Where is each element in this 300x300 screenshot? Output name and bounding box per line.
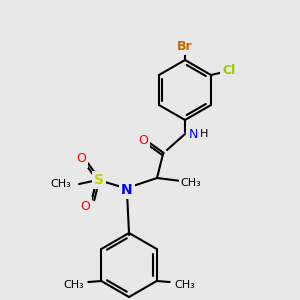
- Text: H: H: [200, 129, 208, 139]
- Text: CH₃: CH₃: [181, 178, 201, 188]
- Text: Br: Br: [177, 40, 193, 52]
- Text: Cl: Cl: [222, 64, 236, 76]
- Text: CH₃: CH₃: [63, 280, 84, 290]
- Text: N: N: [121, 183, 133, 197]
- Text: O: O: [80, 200, 90, 212]
- Text: CH₃: CH₃: [174, 280, 195, 290]
- Text: N: N: [188, 128, 198, 140]
- Text: S: S: [94, 173, 104, 187]
- Text: O: O: [138, 134, 148, 146]
- Text: CH₃: CH₃: [51, 179, 71, 189]
- Text: O: O: [76, 152, 86, 166]
